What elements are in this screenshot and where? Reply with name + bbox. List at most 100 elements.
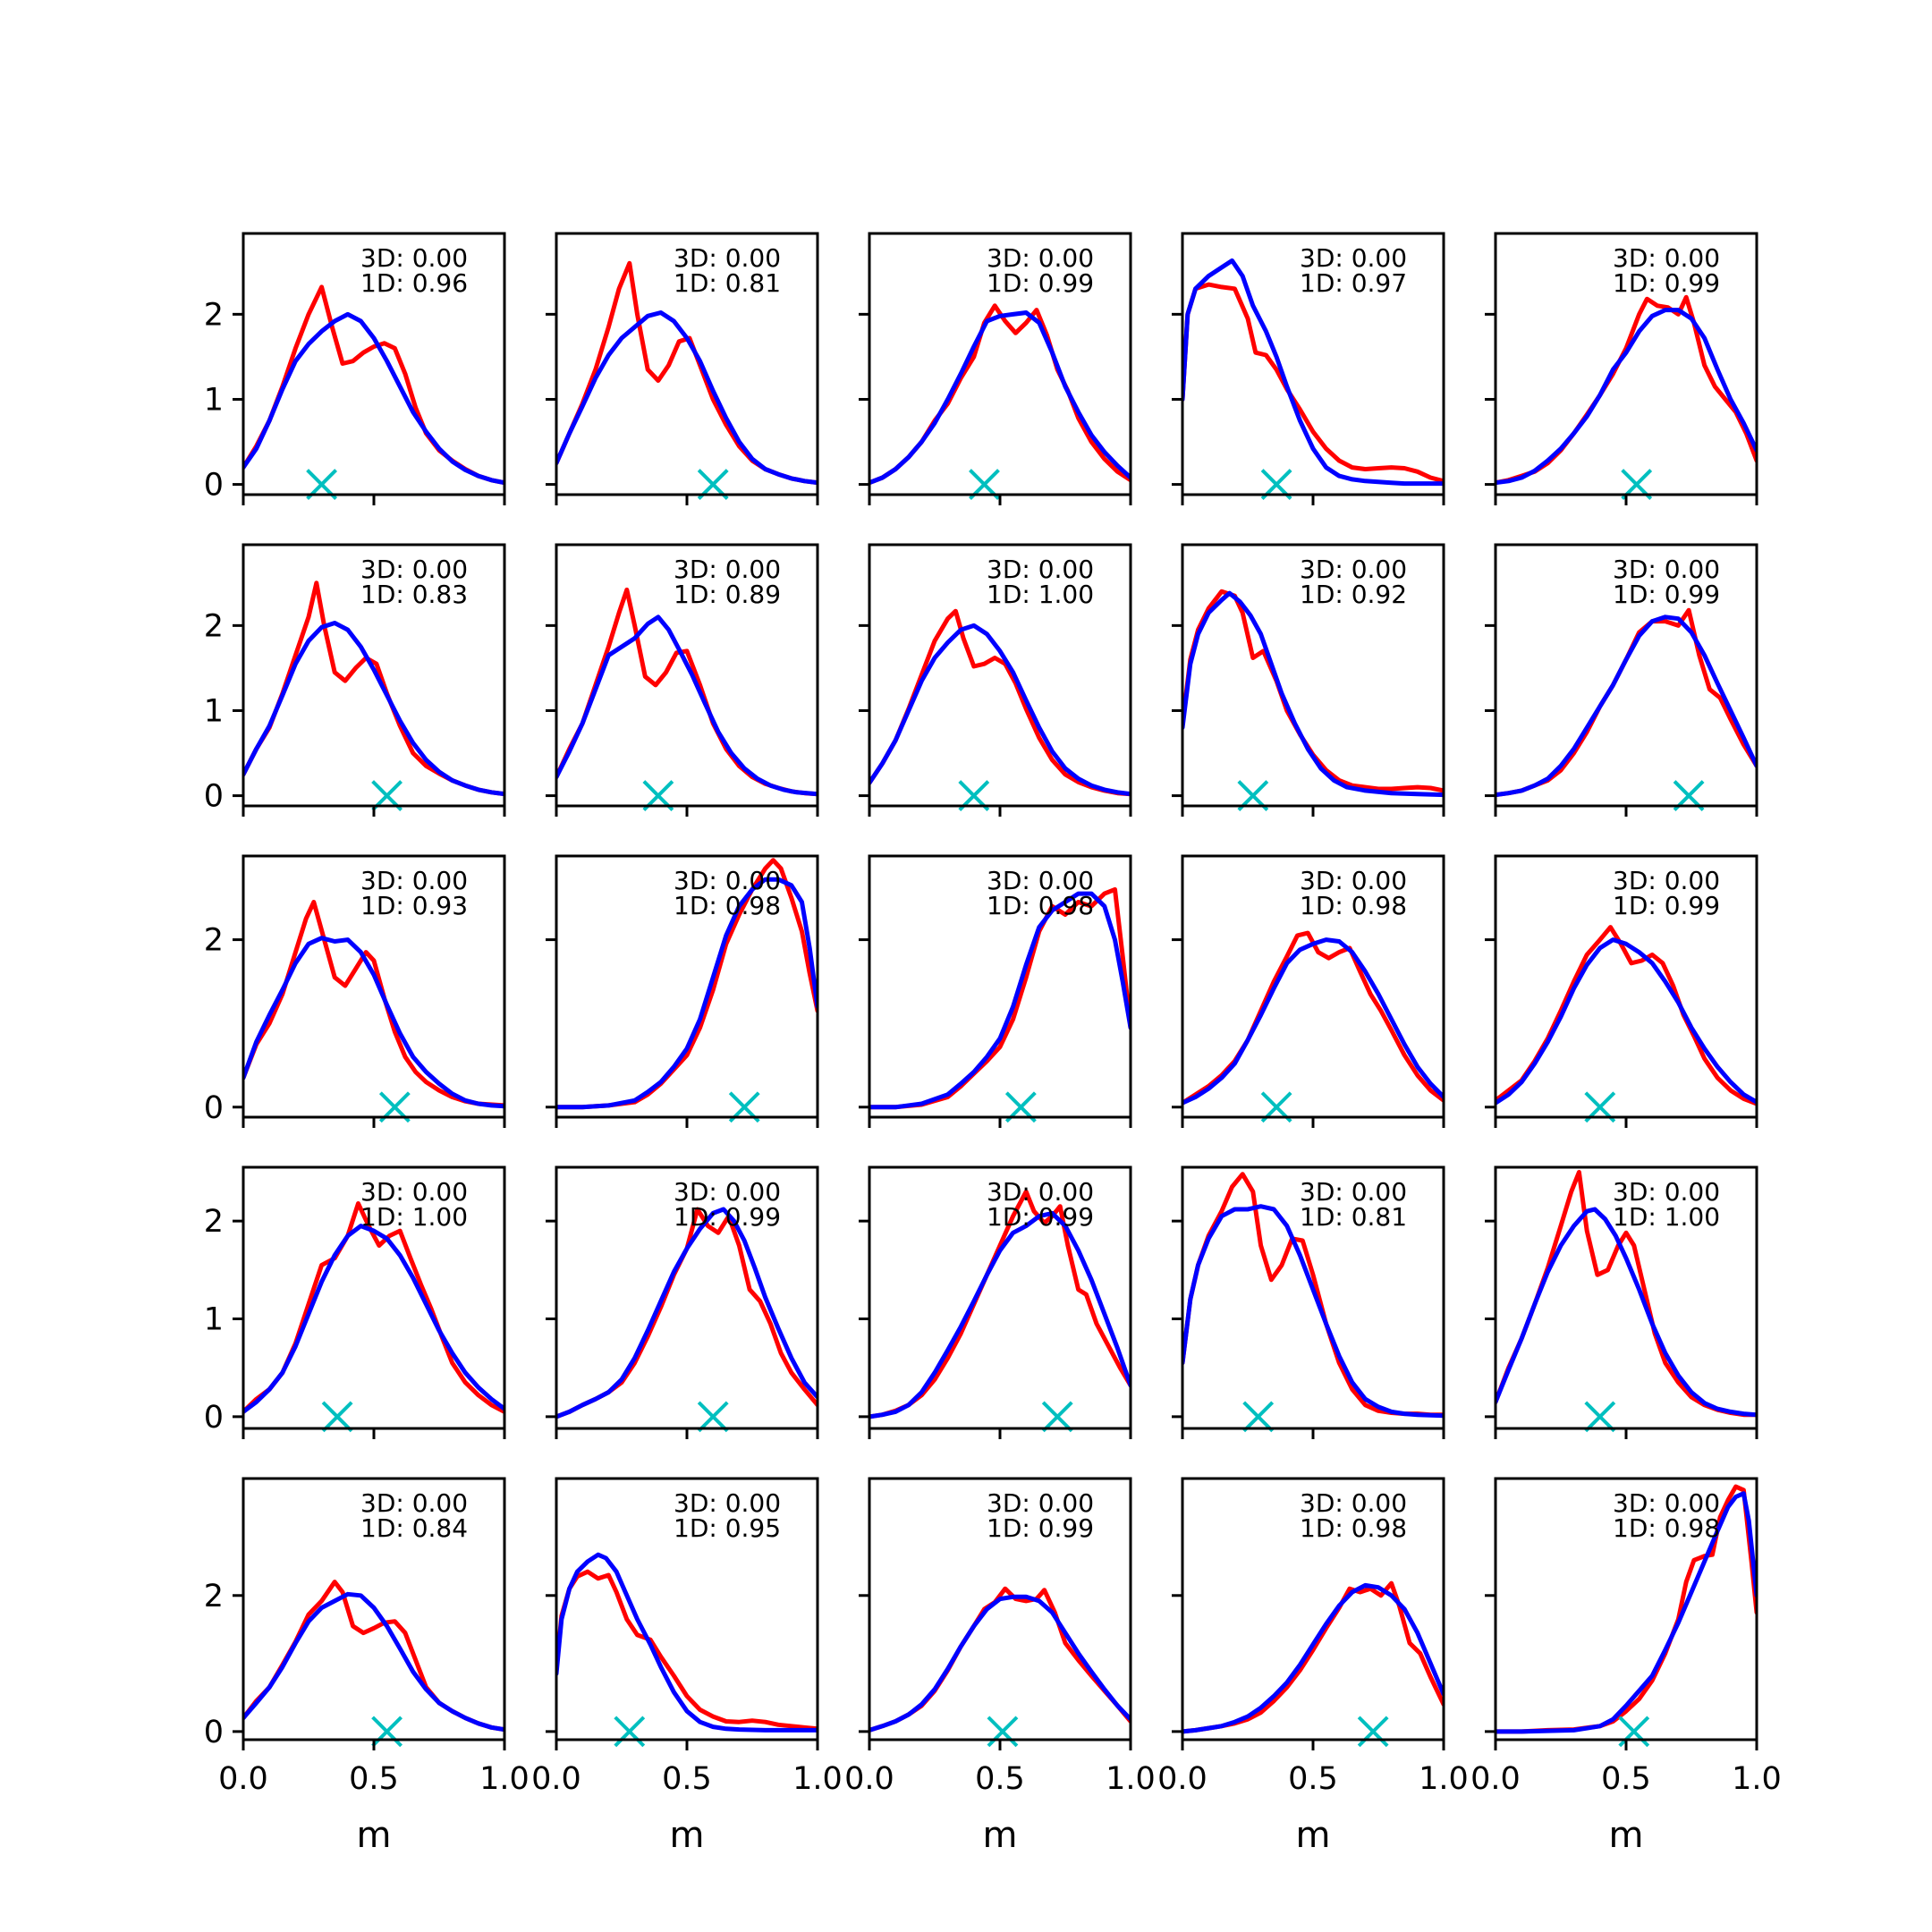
blue-density-curve xyxy=(1182,1204,1444,1419)
blue-density-curve xyxy=(1182,590,1444,798)
blue-density-curve xyxy=(869,1210,1131,1419)
x-tick-label: 0.5 xyxy=(1601,1761,1651,1797)
blue-density-curve xyxy=(243,1591,504,1733)
cyan-x-marker xyxy=(1242,1401,1275,1433)
marker-stroke xyxy=(1041,1401,1073,1433)
x-tick-label: 0.0 xyxy=(1470,1761,1521,1797)
annotation-1d: 1D: 0.99 xyxy=(1613,580,1720,609)
x-tick-label: 0.0 xyxy=(531,1761,581,1797)
annotation-3d: 3D: 0.00 xyxy=(987,1488,1094,1518)
annotation-3d: 3D: 0.00 xyxy=(1613,243,1720,273)
y-tick-label: 0 xyxy=(204,1090,224,1126)
x-tick-label: 0.5 xyxy=(662,1761,712,1797)
red-density-curve xyxy=(1496,925,1757,1106)
x-tick-label: 1.0 xyxy=(1106,1761,1156,1797)
annotation-3d: 3D: 0.00 xyxy=(360,555,468,584)
blue-density-curve xyxy=(869,1594,1131,1733)
cyan-x-marker xyxy=(1041,1401,1073,1433)
annotation-3d: 3D: 0.00 xyxy=(987,866,1094,895)
annotation-1d: 1D: 0.99 xyxy=(987,1513,1094,1543)
red-density-curve xyxy=(869,608,1131,797)
blue-density-curve xyxy=(1182,1582,1444,1734)
cyan-x-marker xyxy=(1618,1716,1650,1748)
y-tick-label: 0 xyxy=(204,468,224,504)
annotation-3d: 3D: 0.00 xyxy=(674,866,781,895)
cyan-x-marker xyxy=(1584,1401,1616,1433)
red-density-curve xyxy=(556,1207,818,1419)
annotation-1d: 1D: 0.98 xyxy=(1300,891,1407,920)
red-density-curve xyxy=(1182,282,1444,484)
red-density-curve xyxy=(556,1569,818,1732)
annotation-1d: 1D: 0.92 xyxy=(1300,580,1407,609)
annotation-1d: 1D: 0.98 xyxy=(1613,1513,1720,1543)
blue-density-curve xyxy=(869,623,1131,797)
blue-density-curve xyxy=(556,614,818,797)
blue-density-curve xyxy=(243,621,504,797)
blue-density-curve xyxy=(869,310,1131,486)
red-density-curve xyxy=(1496,294,1757,486)
annotation-1d: 1D: 1.00 xyxy=(360,1202,468,1232)
annotation-3d: 3D: 0.00 xyxy=(360,1488,468,1518)
x-tick-label: 0.5 xyxy=(975,1761,1025,1797)
blue-density-curve xyxy=(1182,258,1444,487)
blue-density-curve xyxy=(1496,614,1757,798)
red-density-curve xyxy=(1182,1580,1444,1734)
annotation-3d: 3D: 0.00 xyxy=(360,1177,468,1207)
annotation-1d: 1D: 0.99 xyxy=(987,1202,1094,1232)
marker-stroke xyxy=(1357,1716,1389,1748)
blue-density-curve xyxy=(243,1224,504,1414)
y-tick-label: 1 xyxy=(204,1302,224,1338)
annotation-1d: 1D: 0.84 xyxy=(360,1513,468,1543)
annotation-1d: 1D: 0.99 xyxy=(1613,268,1720,298)
red-density-curve xyxy=(243,1201,504,1414)
x-axis-label: m xyxy=(357,1815,392,1856)
blue-density-curve xyxy=(1496,1491,1757,1734)
annotation-3d: 3D: 0.00 xyxy=(987,1177,1094,1207)
cyan-x-marker xyxy=(987,1716,1019,1748)
red-density-curve xyxy=(1496,607,1757,798)
x-tick-label: 1.0 xyxy=(792,1761,843,1797)
annotation-1d: 1D: 0.81 xyxy=(1300,1202,1407,1232)
annotation-3d: 3D: 0.00 xyxy=(1300,243,1407,273)
annotation-1d: 1D: 0.96 xyxy=(360,268,468,298)
annotation-3d: 3D: 0.00 xyxy=(1613,866,1720,895)
annotation-1d: 1D: 0.97 xyxy=(1300,268,1407,298)
annotation-3d: 3D: 0.00 xyxy=(1613,1177,1720,1207)
marker-stroke xyxy=(614,1716,646,1748)
x-tick-label: 1.0 xyxy=(1732,1761,1782,1797)
annotation-3d: 3D: 0.00 xyxy=(674,1488,781,1518)
blue-density-curve xyxy=(869,891,1131,1110)
blue-density-curve xyxy=(1496,308,1757,486)
y-tick-label: 1 xyxy=(204,382,224,418)
blue-density-curve xyxy=(556,1552,818,1733)
cyan-x-marker xyxy=(614,1716,646,1748)
marker-stroke xyxy=(1584,1401,1616,1433)
blue-density-curve xyxy=(1182,937,1444,1106)
red-density-curve xyxy=(243,580,504,797)
annotation-3d: 3D: 0.00 xyxy=(987,555,1094,584)
annotation-1d: 1D: 0.83 xyxy=(360,580,468,609)
annotation-1d: 1D: 0.89 xyxy=(674,580,781,609)
blue-density-curve xyxy=(1496,937,1757,1106)
x-tick-label: 0.0 xyxy=(1157,1761,1208,1797)
annotation-3d: 3D: 0.00 xyxy=(1613,555,1720,584)
annotation-3d: 3D: 0.00 xyxy=(1300,1488,1407,1518)
annotation-3d: 3D: 0.00 xyxy=(1300,866,1407,895)
